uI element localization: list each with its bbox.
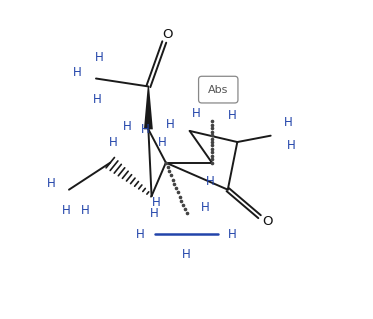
Text: H: H — [150, 207, 159, 220]
Text: H: H — [123, 120, 132, 133]
Text: H: H — [81, 204, 89, 217]
Text: H: H — [287, 139, 296, 152]
Text: H: H — [73, 66, 81, 79]
Polygon shape — [144, 86, 153, 129]
Text: H: H — [93, 93, 102, 106]
Text: H: H — [182, 248, 191, 261]
Text: H: H — [166, 118, 175, 131]
Text: H: H — [284, 116, 292, 130]
Text: Abs: Abs — [208, 85, 228, 95]
Text: H: H — [47, 177, 56, 190]
Text: H: H — [228, 228, 237, 241]
Text: H: H — [158, 136, 167, 149]
FancyBboxPatch shape — [198, 76, 238, 103]
Text: O: O — [162, 27, 173, 41]
Text: H: H — [141, 123, 150, 136]
Text: H: H — [228, 108, 237, 122]
Text: H: H — [152, 196, 161, 209]
Text: H: H — [62, 204, 70, 217]
Text: H: H — [95, 51, 104, 64]
Text: H: H — [201, 201, 210, 214]
Text: H: H — [192, 107, 200, 120]
Text: H: H — [109, 136, 117, 149]
Text: O: O — [262, 215, 273, 228]
Text: H: H — [136, 228, 145, 241]
Text: H: H — [206, 175, 215, 188]
